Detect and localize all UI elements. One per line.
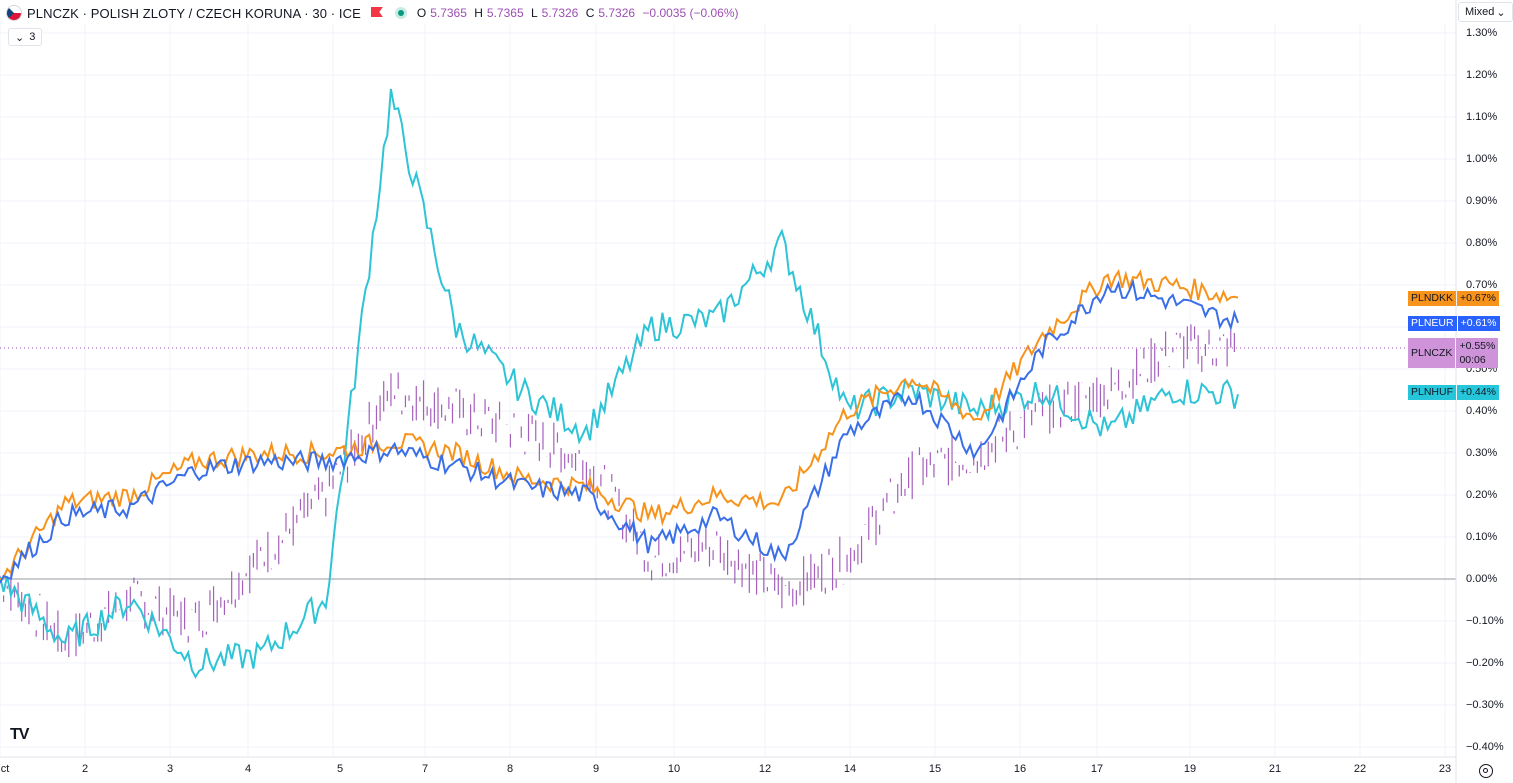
y-tick-label: 0.10% [1466,531,1498,543]
badge-name: PLNCZK [1408,338,1456,368]
badge-plneur: PLNEUR +0.61% [1408,316,1500,331]
symbol-legend[interactable]: PLNCZK · POLISH ZLOTY / CZECH KORUNA · 3… [6,4,743,22]
badge-plnczk: PLNCZK +0.55% 00:06 [1408,338,1499,368]
x-tick-label: 5 [336,763,344,775]
badge-name: PLNHUF [1408,385,1457,400]
x-tick-label: 8 [506,763,514,775]
y-tick-label: 0.90% [1466,195,1498,207]
x-tick-label: ct [0,763,10,775]
badge-value: +0.55% 00:06 [1456,338,1499,368]
badge-value: +0.67% [1457,291,1499,306]
indicators-collapse-button[interactable]: ⌄ 3 [8,28,43,46]
bar-countdown: 00:06 [1459,354,1486,366]
tradingview-logo-icon[interactable]: TV [10,726,29,743]
change-value: −0.0035 (−0.06%) [642,6,739,20]
badge-name: PLNDKK [1408,291,1457,306]
y-tick-label: −0.10% [1466,615,1504,627]
series-line-plneur [0,278,1239,584]
badge-name: PLNEUR [1408,316,1457,331]
x-tick-label: 12 [758,763,772,775]
x-tick-label: 3 [166,763,174,775]
x-tick-label: 22 [1353,763,1367,775]
x-tick-label: 17 [1090,763,1104,775]
y-tick-label: 1.20% [1466,69,1498,81]
y-tick-label: 0.00% [1466,573,1498,585]
y-tick-label: 0.80% [1466,237,1498,249]
x-tick-label: 2 [81,763,89,775]
y-tick-label: −0.20% [1466,657,1504,669]
ohlc-values: O 5.7365 H 5.7365 L 5.7326 C 5.7326 −0.0035 … [416,6,739,20]
y-tick-label: 1.00% [1466,153,1498,165]
indicator-count: 3 [29,31,36,43]
badge-value: +0.61% [1457,316,1500,331]
chevron-down-icon: ⌄ [1496,6,1506,19]
y-tick-label: 1.10% [1466,111,1498,123]
x-tick-label: 10 [667,763,681,775]
y-tick-label: −0.40% [1466,741,1504,753]
x-tick-label: 4 [244,763,252,775]
x-tick-label: 16 [1013,763,1027,775]
series-line-plndkk [0,268,1239,581]
x-tick-label: 21 [1268,763,1282,775]
x-tick-label: 23 [1438,763,1452,775]
x-tick-label: 7 [421,763,429,775]
y-tick-label: 0.20% [1466,489,1498,501]
y-tick-label: −0.30% [1466,699,1504,711]
y-tick-label: 0.70% [1466,279,1498,291]
y-tick-label: 1.30% [1466,27,1498,39]
badge-plnhuf: PLNHUF +0.44% [1408,385,1499,400]
y-tick-label: 0.40% [1466,405,1498,417]
x-tick-label: 9 [592,763,600,775]
scale-mode-button[interactable]: Mixed ⌄ [1458,2,1513,22]
badge-value: +0.44% [1457,385,1499,400]
gear-icon[interactable] [1479,764,1493,778]
symbol-flag-icon [6,5,22,21]
badge-plndkk: PLNDKK +0.67% [1408,291,1499,306]
symbol-title[interactable]: PLNCZK · POLISH ZLOTY / CZECH KORUNA · 3… [27,5,361,21]
series-line-plnhuf [0,88,1239,679]
market-status-icon [394,7,407,19]
chevron-down-icon: ⌄ [15,31,25,44]
flag-icon[interactable] [371,7,383,19]
y-tick-label: 0.30% [1466,447,1498,459]
x-tick-label: 14 [843,763,857,775]
x-tick-label: 15 [928,763,942,775]
x-tick-label: 19 [1183,763,1197,775]
